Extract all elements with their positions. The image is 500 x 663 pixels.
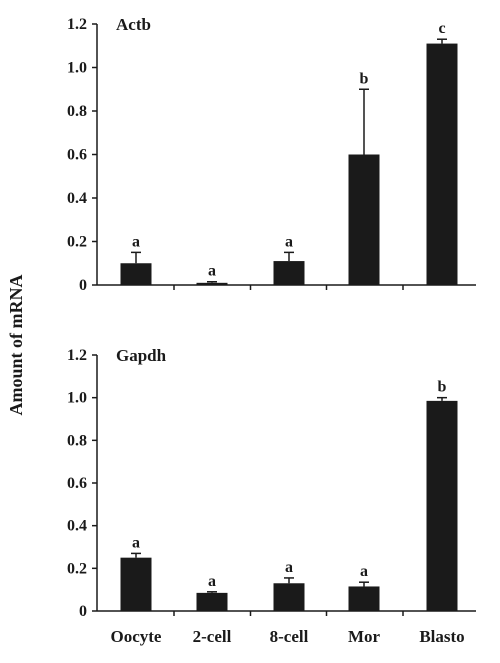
gapdh-y-tick-label: 1.2 [67, 347, 87, 364]
gapdh-significance-letter: b [438, 379, 447, 396]
x-category-label: 2-cell [193, 627, 232, 646]
gapdh-y-tick-label: 0.6 [67, 475, 87, 492]
actb-y-tick-label: 0.4 [67, 190, 87, 207]
actb-y-tick-label: 0.6 [67, 147, 87, 164]
x-category-label: 8-cell [270, 627, 309, 646]
actb-significance-letter: a [208, 263, 216, 280]
actb-significance-letter: a [132, 233, 140, 250]
actb-bar-oocyte [120, 263, 152, 285]
gapdh-y-tick-label: 1.0 [67, 390, 87, 407]
actb-bar-8-cell [273, 261, 305, 285]
gapdh-y-tick-label: 0.4 [67, 518, 87, 535]
gapdh-bar-mor [348, 586, 380, 611]
panel-actb: 0 0.2 0.4 0.6 0.8 1.0 1.2 Actb a a a b c [67, 15, 476, 294]
actb-y-tick-label: 0.2 [67, 234, 87, 251]
y-axis-title: Amount of mRNA [6, 275, 26, 416]
gapdh-bar-blasto [426, 400, 458, 611]
actb-y-tick-label: 1.0 [67, 60, 87, 77]
panel-gapdh: 0 0.2 0.4 0.6 0.8 1.0 1.2 Gapdh a a a a b Oocyte 2-cel… [67, 346, 476, 646]
gapdh-significance-letter: a [132, 534, 140, 551]
gapdh-panel-title: Gapdh [116, 346, 167, 365]
gapdh-significance-letter: a [285, 559, 293, 576]
gapdh-y-tick-label: 0 [79, 603, 87, 620]
actb-significance-letter: c [438, 20, 445, 37]
actb-significance-letter: b [360, 70, 369, 87]
actb-significance-letter: a [285, 233, 293, 250]
gapdh-bar-oocyte [120, 557, 152, 611]
gapdh-bar-8-cell [273, 583, 305, 611]
gapdh-bar-2-cell [196, 592, 228, 611]
actb-bar-blasto [426, 43, 458, 286]
gapdh-significance-letter: a [360, 563, 368, 580]
gapdh-y-tick-label: 0.2 [67, 560, 87, 577]
actb-bar-2-cell [196, 282, 228, 285]
gapdh-y-tick-label: 0.8 [67, 432, 87, 449]
actb-bar-mor [348, 154, 380, 285]
actb-y-tick-label: 1.2 [67, 16, 87, 33]
actb-y-tick-label: 0 [79, 277, 87, 294]
gapdh-significance-letter: a [208, 573, 216, 590]
x-category-label: Mor [348, 627, 381, 646]
actb-panel-title: Actb [116, 15, 151, 34]
actb-y-tick-label: 0.8 [67, 103, 87, 120]
x-category-label: Blasto [419, 627, 464, 646]
x-category-label: Oocyte [111, 627, 162, 646]
